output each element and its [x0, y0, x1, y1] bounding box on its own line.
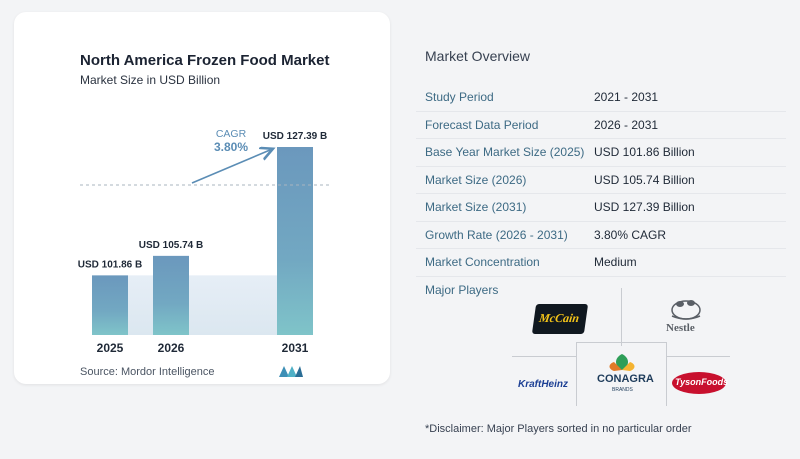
bar-data-label: USD 127.39 B [263, 131, 327, 142]
cagr-label: CAGR [216, 128, 247, 140]
x-tick-label: 2026 [158, 341, 185, 355]
overview-row: Growth Rate (2026 - 2031) 3.80% CAGR [416, 222, 786, 249]
bar-2026 [153, 255, 189, 335]
overview-row-label: Forecast Data Period [425, 117, 539, 132]
overview-row-label: Study Period [425, 90, 494, 104]
bar-data-label: USD 101.86 B [78, 259, 142, 270]
overview-row: Base Year Market Size (2025) USD 101.86 B… [416, 139, 786, 167]
overview-row: Study Period 2021 - 2031 [416, 84, 786, 112]
overview-row-value: USD 127.39 Billion [594, 200, 695, 214]
overview-row-label: Growth Rate (2026 - 2031) [425, 227, 568, 242]
bar-chart: USD 101.86 B 2025 USD 105.74 B 2026 USD 127.… [78, 128, 330, 355]
grid-divider [666, 356, 730, 357]
grid-divider [666, 342, 667, 406]
chart-title: North America Frozen Food Market [80, 52, 330, 69]
tyson-foods-logo: TysonFoods [672, 372, 729, 394]
overview-row-label: Market Concentration [425, 255, 540, 269]
overview-row-value: Medium [594, 255, 637, 269]
mordor-logo [279, 366, 303, 377]
overview-row-label: Base Year Market Size (2025) [425, 145, 585, 159]
nestle-logo-text: Nestle [666, 322, 695, 334]
overview-row: Market Concentration Medium [416, 249, 786, 277]
bar-data-label: USD 105.74 B [139, 240, 203, 251]
conagra-leaf-icon [609, 354, 635, 371]
mccain-logo-text: McCain [538, 311, 581, 325]
bar-2025 [92, 275, 128, 335]
grid-divider [576, 342, 667, 343]
kraft-heinz-logo-text: KraftHeinz [518, 379, 569, 390]
overview-title: Market Overview [425, 48, 531, 64]
reference-band [128, 275, 277, 335]
overview-row: Market Size (2031) USD 127.39 Billion [416, 194, 786, 222]
nestle-logo: Nestle [664, 296, 708, 336]
conagra-logo: CONAGRA BRANDS [592, 352, 654, 398]
disclaimer-text: *Disclaimer: Major Players sorted in no … [425, 423, 692, 435]
overview-row: Forecast Data Period 2026 - 2031 [416, 112, 786, 139]
mccain-logo: McCain [531, 304, 589, 334]
conagra-logo-text: CONAGRA [597, 373, 654, 385]
grid-divider [576, 342, 577, 406]
overview-row-value: USD 101.86 Billion [594, 145, 695, 159]
overview-row-value: 3.80% CAGR [594, 227, 667, 242]
cagr-arrow [191, 150, 270, 184]
overview-row-label: Market Size (2031) [425, 200, 527, 214]
overview-row-value: USD 105.74 Billion [594, 172, 695, 187]
grid-divider [621, 288, 622, 346]
conagra-logo-subtext: BRANDS [612, 387, 633, 393]
tyson-foods-logo-text: TysonFoods [675, 377, 729, 387]
x-tick-label: 2031 [282, 341, 309, 355]
chart-subtitle: Market Size in USD Billion [80, 73, 221, 87]
overview-row-label: Market Size (2026) [425, 172, 527, 187]
overview-row-value: 2026 - 2031 [594, 117, 659, 132]
bar-2031 [277, 147, 313, 335]
overview-row: Market Size (2026) USD 105.74 Billion [416, 167, 786, 194]
major-players-label: Major Players [425, 283, 499, 297]
grid-divider [512, 356, 576, 357]
overview-table: Study Period 2021 - 2031 Forecast Data Per… [416, 84, 786, 277]
nest-bird-icon [671, 300, 701, 320]
cagr-value: 3.80% [214, 140, 248, 154]
x-tick-label: 2025 [97, 341, 124, 355]
kraft-heinz-logo: KraftHeinz [518, 374, 574, 392]
overview-row-value: 2021 - 2031 [594, 90, 659, 104]
source-text: Source: Mordor Intelligence [80, 366, 215, 378]
